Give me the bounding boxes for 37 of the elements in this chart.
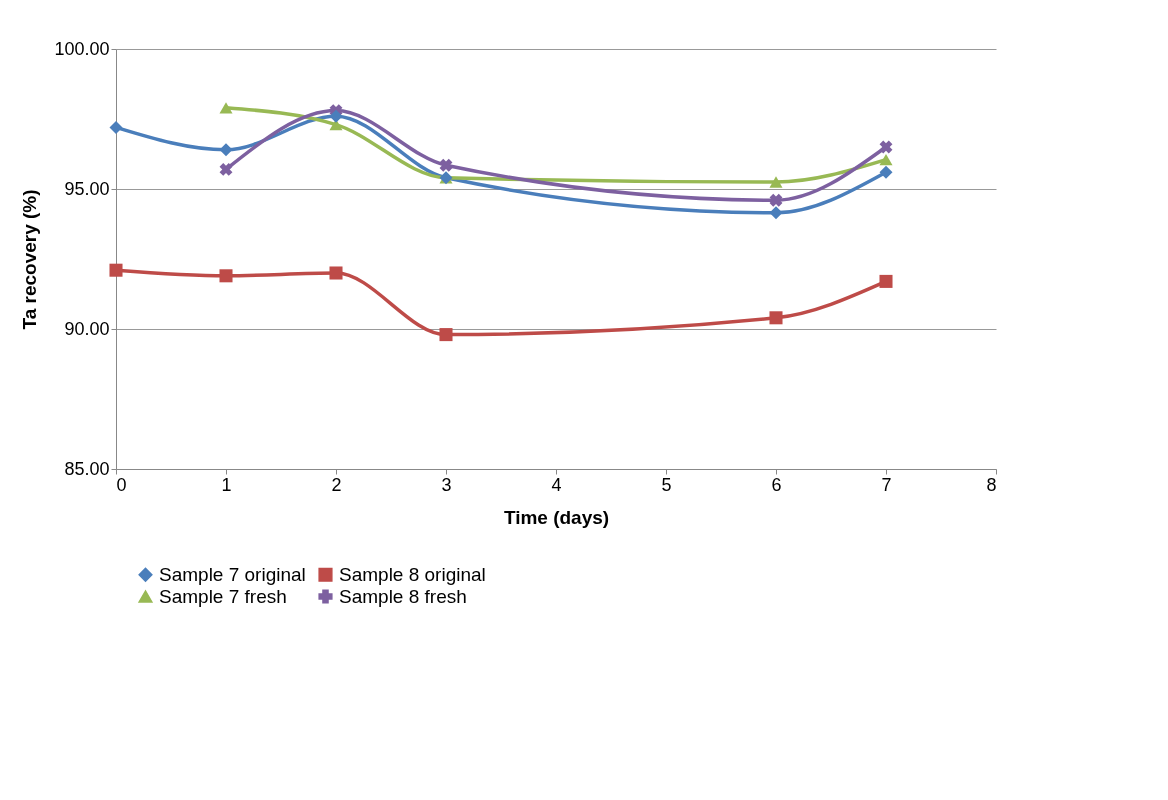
point <box>219 269 233 283</box>
legend-label: Sample 8 original <box>339 563 486 585</box>
y-tick-label: 85.00 <box>64 458 110 479</box>
y-axis-title: Ta recovery (%) <box>19 189 41 330</box>
x-tick-label: 8 <box>986 474 997 495</box>
legend-label: Sample 7 original <box>159 563 306 585</box>
x-tick-label: 7 <box>881 474 892 495</box>
legend-label: Sample 7 fresh <box>159 585 287 607</box>
point <box>219 143 233 157</box>
point <box>109 263 123 277</box>
point <box>109 120 123 134</box>
point <box>879 165 893 179</box>
x-tick-label: 0 <box>116 474 127 495</box>
point <box>769 193 783 207</box>
point <box>769 206 783 220</box>
point <box>329 109 343 123</box>
x-tick-label: 6 <box>771 474 782 495</box>
y-tick-label: 95.00 <box>64 178 110 199</box>
point <box>769 176 783 188</box>
x-axis-title: Time (days) <box>503 506 610 528</box>
x-tick-label: 4 <box>551 474 562 495</box>
point <box>219 102 233 114</box>
point <box>439 158 453 172</box>
point <box>879 140 893 154</box>
x-tick-label: 1 <box>221 474 232 495</box>
point <box>769 311 783 325</box>
point <box>329 266 343 280</box>
point <box>879 274 893 288</box>
y-tick-label: 90.00 <box>64 318 110 339</box>
point <box>219 162 233 176</box>
legend-label: Sample 8 fresh <box>339 585 467 607</box>
point <box>879 153 893 166</box>
point <box>439 328 453 342</box>
x-tick-label: 5 <box>661 474 672 495</box>
x-tick-label: 3 <box>441 474 452 495</box>
y-tick-label: 100.00 <box>54 38 110 59</box>
x-tick-label: 2 <box>331 474 342 495</box>
